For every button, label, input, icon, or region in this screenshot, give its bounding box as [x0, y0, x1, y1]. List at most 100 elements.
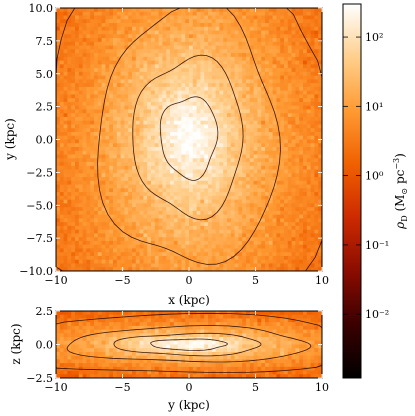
density-cell [177, 124, 182, 129]
density-cell [132, 203, 137, 208]
density-cell [295, 199, 300, 204]
density-cell [90, 90, 95, 95]
density-cell [97, 34, 102, 39]
density-cell [268, 131, 273, 137]
density-cell [208, 41, 213, 46]
density-cell [196, 79, 201, 84]
density-cell [185, 109, 190, 114]
density-cell [272, 229, 277, 234]
density-cell [238, 158, 243, 163]
density-cell [306, 195, 311, 201]
density-cell [291, 184, 296, 189]
density-cell [234, 79, 239, 84]
density-cell [135, 177, 140, 182]
density-cell [177, 195, 182, 201]
density-cell [310, 248, 315, 253]
density-cell [166, 199, 171, 204]
density-cell [86, 195, 91, 201]
density-cell [67, 139, 72, 144]
density-cell [318, 30, 323, 35]
density-cell [128, 225, 133, 231]
density-cell [143, 180, 148, 185]
density-cell [120, 244, 125, 249]
density-cell [177, 38, 182, 43]
density-cell [303, 15, 308, 20]
density-cell [128, 135, 133, 140]
density-cell [75, 131, 80, 137]
density-cell [101, 120, 106, 125]
density-cell [192, 71, 197, 77]
density-cell [306, 188, 311, 193]
density-cell [56, 311, 61, 316]
density-cell [261, 158, 266, 163]
density-cell [135, 184, 140, 189]
density-cell [139, 71, 144, 77]
density-cell [151, 259, 156, 264]
density-cell [63, 214, 68, 219]
density-cell [291, 94, 296, 99]
contour-line [97, 7, 281, 265]
density-cell [116, 177, 121, 182]
density-cell [303, 53, 308, 58]
density-cell [128, 165, 133, 170]
density-cell [90, 154, 95, 159]
density-cell [162, 49, 167, 54]
density-cell [227, 195, 232, 201]
density-cell [86, 23, 91, 28]
density-cell [287, 158, 292, 163]
density-cell [265, 15, 270, 20]
density-cell [208, 225, 213, 231]
density-cell [303, 147, 308, 152]
density-cell [90, 252, 95, 257]
density-cell [181, 94, 186, 99]
density-cell [284, 158, 289, 163]
density-cell [143, 263, 148, 268]
density-cell [128, 248, 133, 253]
density-cell [249, 90, 254, 95]
density-cell [124, 90, 129, 95]
density-cell [105, 101, 110, 107]
density-cell [56, 15, 61, 20]
density-cell [86, 240, 91, 246]
density-cell [109, 255, 114, 261]
density-cell [170, 60, 175, 65]
density-cell [249, 195, 254, 201]
density-cell [162, 143, 167, 148]
density-cell [215, 177, 220, 182]
density-cell [170, 150, 175, 155]
density-cell [200, 49, 205, 54]
density-cell [139, 263, 144, 268]
density-cell [185, 60, 190, 65]
density-cell [173, 56, 178, 61]
density-cell [208, 19, 213, 24]
density-cell [128, 188, 133, 193]
density-cell [78, 165, 83, 170]
density-cell [200, 19, 205, 24]
density-cell [105, 150, 110, 155]
density-cell [63, 139, 68, 144]
density-cell [189, 237, 194, 242]
density-cell [223, 64, 228, 69]
density-cell [170, 199, 175, 204]
density-cell [234, 131, 239, 137]
density-cell [101, 162, 106, 167]
density-cell [291, 8, 296, 13]
density-cell [166, 94, 171, 99]
density-cell [219, 15, 224, 20]
density-cell [249, 116, 254, 122]
density-cell [86, 229, 91, 234]
density-cell [196, 90, 201, 95]
density-cell [75, 79, 80, 84]
density-cell [314, 135, 319, 140]
density-cell [143, 173, 148, 178]
density-cell [90, 8, 95, 13]
density-cell [158, 26, 163, 31]
density-cell [314, 263, 319, 268]
density-cell [170, 218, 175, 223]
density-cell [75, 124, 80, 129]
density-cell [211, 233, 216, 238]
density-cell [189, 15, 194, 20]
density-cell [261, 135, 266, 140]
density-cell [162, 184, 167, 189]
density-cell [287, 38, 292, 43]
